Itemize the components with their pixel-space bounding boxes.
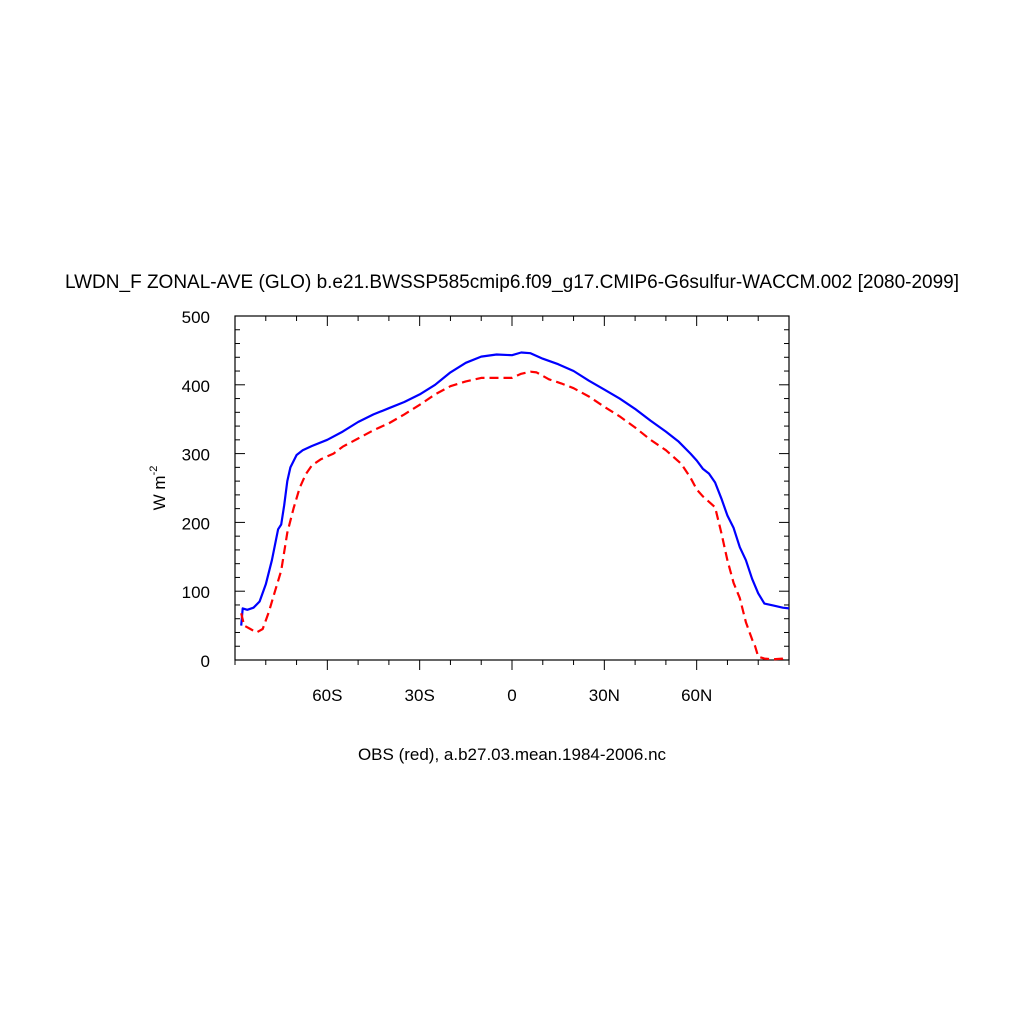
- x-tick-label: 60S: [312, 686, 342, 705]
- y-axis-label-units: W m: [150, 475, 169, 510]
- series-layer: [240, 351, 790, 661]
- y-tick-labels: 0 100 200 300 400 500: [182, 308, 210, 671]
- chart-caption: OBS (red), a.b27.03.mean.1984-2006.nc: [358, 745, 667, 764]
- axis-ticks: [234, 315, 790, 670]
- y-axis-label: W m-2: [148, 466, 169, 511]
- series-line-1: [240, 351, 790, 626]
- x-tick-labels: 60S 30S 0 30N 60N: [312, 686, 712, 705]
- y-tick-label: 100: [182, 583, 210, 602]
- y-tick-label: 400: [182, 377, 210, 396]
- y-tick-label: 0: [201, 652, 210, 671]
- x-tick-label: 0: [507, 686, 516, 705]
- y-axis-label-superscript: -2: [148, 466, 160, 476]
- x-tick-label: 30N: [589, 686, 620, 705]
- plot-frame: [234, 315, 790, 661]
- y-tick-label: 300: [182, 446, 210, 465]
- y-tick-label: 200: [182, 514, 210, 533]
- x-tick-label: 60N: [681, 686, 712, 705]
- y-tick-label: 500: [182, 308, 210, 327]
- chart-title: LWDN_F ZONAL-AVE (GLO) b.e21.BWSSP585cmi…: [65, 272, 959, 293]
- x-tick-label: 30S: [405, 686, 435, 705]
- series-line-2: [240, 370, 787, 661]
